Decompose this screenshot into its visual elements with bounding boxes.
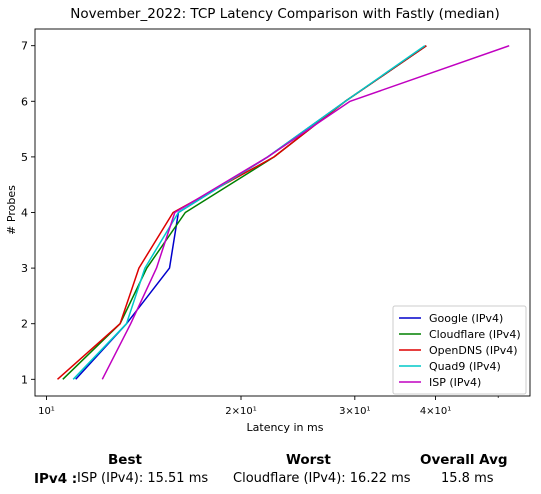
latency-chart: November_2022: TCP Latency Comparison wi… xyxy=(5,6,531,434)
legend-entry: Cloudflare (IPv4) xyxy=(429,328,521,341)
series-line xyxy=(62,45,427,380)
summary-header-best: Best xyxy=(108,452,142,468)
legend-entry: Quad9 (IPv4) xyxy=(429,360,501,373)
x-tick-label: 3×10¹ xyxy=(339,406,370,417)
legend: Google (IPv4) Cloudflare (IPv4) OpenDNS (I… xyxy=(392,305,527,395)
series-line xyxy=(101,44,510,380)
y-tick-label: 4 xyxy=(21,207,28,220)
summary-avg-value: 15.8 ms xyxy=(441,471,494,486)
series-line xyxy=(72,45,426,380)
y-tick-label: 5 xyxy=(21,151,28,164)
chart-title: November_2022: TCP Latency Comparison wi… xyxy=(70,6,500,22)
legend-box xyxy=(392,305,527,395)
summary-row-label: IPv4 : xyxy=(34,471,78,487)
plot-area: 1 2 3 4 5 6 7 10¹ 2×10¹ 3×10¹ 4×10¹ xyxy=(21,28,531,417)
x-tick-label: 4×10¹ xyxy=(420,406,451,417)
x-tick-label: 10¹ xyxy=(38,406,55,417)
series-line xyxy=(57,45,427,380)
summary-header-avg: Overall Avg xyxy=(420,452,508,468)
y-tick-label: 2 xyxy=(21,318,28,331)
y-tick-label: 1 xyxy=(21,373,28,386)
y-tick-label: 7 xyxy=(21,40,28,53)
summary-worst-value: Cloudflare (IPv4): 16.22 ms xyxy=(233,471,411,486)
x-axis-label: Latency in ms xyxy=(247,421,324,434)
x-tick-label: 2×10¹ xyxy=(225,406,256,417)
legend-entry: OpenDNS (IPv4) xyxy=(429,344,518,357)
y-tick-label: 6 xyxy=(21,95,28,108)
summary-best-value: ISP (IPv4): 15.51 ms xyxy=(77,471,209,486)
y-axis-label: # Probes xyxy=(5,185,18,235)
y-tick-label: 3 xyxy=(21,262,28,275)
summary-header-worst: Worst xyxy=(286,452,331,468)
legend-entry: ISP (IPv4) xyxy=(429,376,481,389)
legend-entry: Google (IPv4) xyxy=(429,312,503,325)
